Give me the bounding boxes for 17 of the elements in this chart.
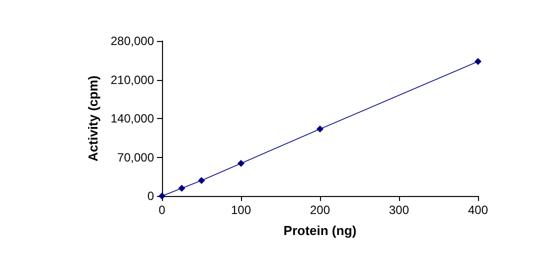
- y-tick-label: 210,000: [110, 72, 154, 87]
- x-axis-title: Protein (ng): [284, 223, 356, 238]
- point: [316, 126, 324, 133]
- point: [198, 177, 205, 184]
- y-tick-label: 140,000: [110, 112, 154, 126]
- y-tick-label: 280,000: [110, 34, 154, 48]
- x-tick-label: 400: [468, 203, 488, 217]
- x-tick-label: 200: [310, 203, 330, 217]
- x-tick-label: 100: [230, 203, 252, 217]
- x-tick-label: 0: [158, 203, 166, 217]
- point: [178, 184, 186, 192]
- point: [238, 160, 244, 167]
- y-tick-label: 0: [147, 189, 154, 203]
- x-tick-label: 300: [388, 203, 410, 217]
- y-axis-title: Activity (cpm): [86, 76, 101, 162]
- point: [474, 58, 482, 65]
- y-tick-label: 70,000: [117, 150, 154, 164]
